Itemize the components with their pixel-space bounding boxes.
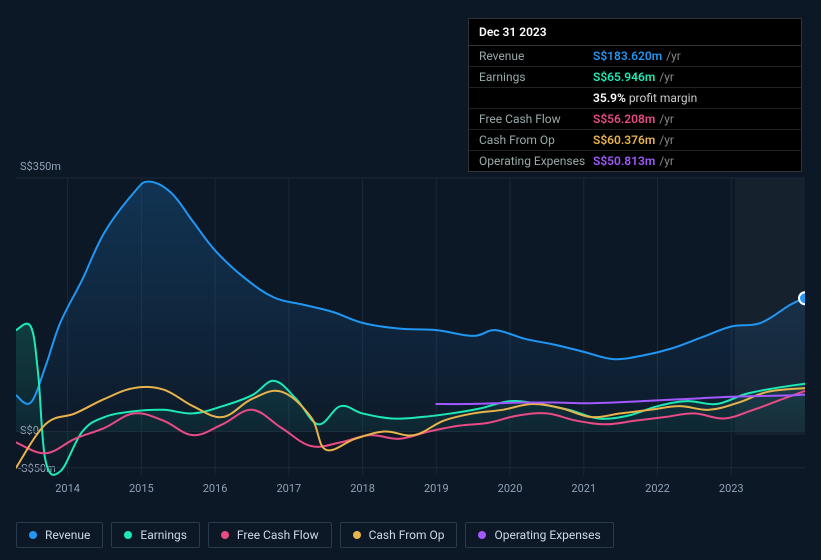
- tooltip-row: Free Cash FlowS$56.208m/yr: [469, 109, 801, 130]
- tooltip-unit: /yr: [659, 70, 674, 84]
- x-tick-label: 2021: [571, 482, 596, 495]
- legend-dot-icon: [478, 531, 486, 539]
- x-tick-label: 2022: [645, 482, 670, 495]
- legend-item[interactable]: Revenue: [16, 522, 103, 548]
- tooltip-row: Operating ExpensesS$50.813m/yr: [469, 151, 801, 171]
- legend-label: Earnings: [140, 528, 187, 542]
- tooltip-row: Cash From OpS$60.376m/yr: [469, 130, 801, 151]
- hover-marker-icon: [799, 292, 805, 304]
- tooltip-label: Revenue: [479, 49, 593, 63]
- x-tick-label: 2020: [498, 482, 523, 495]
- tooltip-unit: /yr: [659, 133, 674, 147]
- tooltip-label: Operating Expenses: [479, 154, 593, 168]
- legend-dot-icon: [29, 531, 37, 539]
- tooltip-unit: /yr: [659, 154, 674, 168]
- tooltip-value: S$50.813m: [593, 154, 655, 168]
- tooltip-unit: /yr: [666, 49, 681, 63]
- legend-label: Cash From Op: [369, 528, 445, 542]
- tooltip-row: EarningsS$65.946m/yr: [469, 67, 801, 88]
- tooltip-value: S$183.620m: [593, 49, 662, 63]
- legend-label: Free Cash Flow: [237, 528, 319, 542]
- legend-dot-icon: [353, 531, 361, 539]
- legend-dot-icon: [124, 531, 132, 539]
- x-tick-label: 2018: [350, 482, 375, 495]
- x-tick-label: 2019: [424, 482, 449, 495]
- tooltip-value: S$56.208m: [593, 112, 655, 126]
- legend-label: Operating Expenses: [494, 528, 600, 542]
- legend-item[interactable]: Earnings: [111, 522, 200, 548]
- tooltip-label: Free Cash Flow: [479, 112, 593, 126]
- x-tick-label: 2016: [203, 482, 228, 495]
- data-tooltip: Dec 31 2023 RevenueS$183.620m/yrEarnings…: [468, 18, 802, 172]
- x-tick-label: 2015: [129, 482, 154, 495]
- line-chart[interactable]: 2014 2015 2016 2017 2018 2019 2020 2021 2022 2023: [16, 160, 805, 500]
- legend-item[interactable]: Free Cash Flow: [208, 522, 332, 548]
- legend-item[interactable]: Operating Expenses: [465, 522, 613, 548]
- x-tick-label: 2014: [55, 482, 80, 495]
- tooltip-value: S$65.946m: [593, 70, 655, 84]
- tooltip-unit: /yr: [659, 112, 674, 126]
- legend-item[interactable]: Cash From Op: [340, 522, 458, 548]
- legend-label: Revenue: [45, 528, 90, 542]
- tooltip-value: S$60.376m: [593, 133, 655, 147]
- tooltip-label: Cash From Op: [479, 133, 593, 147]
- tooltip-label: Earnings: [479, 70, 593, 84]
- x-tick-label: 2023: [719, 482, 744, 495]
- x-tick-label: 2017: [276, 482, 301, 495]
- tooltip-row: RevenueS$183.620m/yr: [469, 46, 801, 67]
- tooltip-date: Dec 31 2023: [469, 19, 801, 46]
- legend-dot-icon: [221, 531, 229, 539]
- tooltip-subrow: 35.9% profit margin: [469, 88, 801, 109]
- legend: Revenue Earnings Free Cash Flow Cash From O…: [16, 522, 614, 548]
